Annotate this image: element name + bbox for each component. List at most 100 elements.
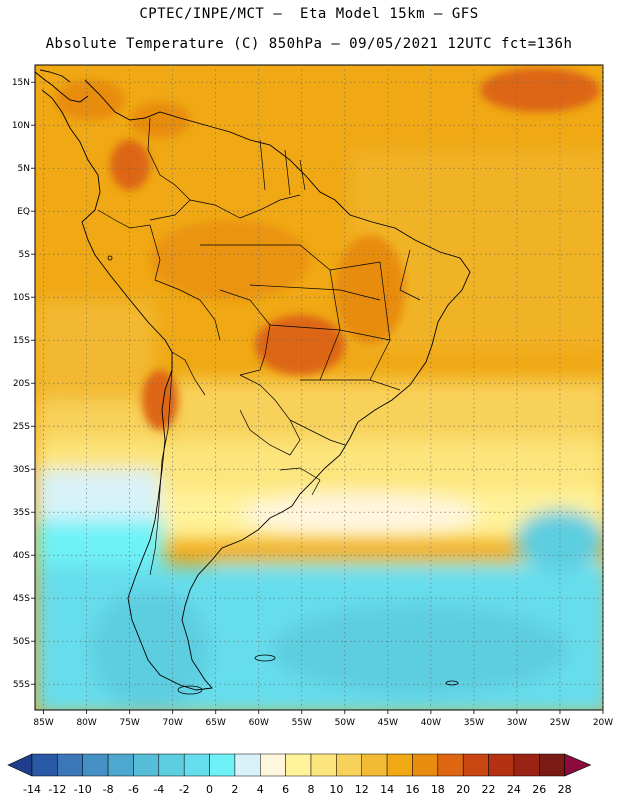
colorbar-swatch: [107, 753, 134, 777]
border-colombia-venezuela: [147, 117, 191, 221]
central-america-coast: [34, 71, 89, 103]
lat-tick-label: EQ: [17, 207, 30, 217]
colorbar-label: -6: [128, 783, 139, 796]
island-south-georgia: [445, 680, 459, 686]
colorbar-swatch: [361, 753, 388, 777]
colorbar-swatch: [386, 753, 413, 777]
temperature-field: [35, 65, 603, 710]
border-ecuador-peru: [97, 209, 151, 229]
field-east-blue: [515, 510, 603, 570]
border-bolivia-brazil: [219, 289, 271, 376]
colorbar-label: -4: [153, 783, 164, 796]
colorbar-swatch: [183, 753, 210, 777]
colorbar-swatch: [260, 753, 286, 777]
colorbar-swatch: [462, 753, 489, 777]
lon-tick-label: 60W: [249, 718, 269, 728]
colorbar-label: 12: [355, 783, 369, 796]
lon-tick-label: 20W: [593, 718, 613, 728]
lon-tick-label: 65W: [206, 718, 226, 728]
lat-tick-label: 45S: [13, 594, 30, 604]
border-venezuela-brazil: [189, 194, 301, 219]
longitude-labels: 85W 80W 75W 70W 65W 60W 55W 50W 45W 40W 35W 30W 25W 2…: [33, 710, 613, 728]
lat-tick-label: 30S: [13, 465, 30, 475]
field-patagonia-blue: [90, 590, 210, 710]
border-argentina-brazil: [289, 419, 346, 446]
colorbar-label: -14: [23, 783, 41, 796]
colorbar-label: 8: [308, 783, 315, 796]
lat-tick-label: 15S: [13, 336, 30, 346]
field-warm-panama: [55, 80, 125, 120]
colorbar-swatch: [234, 753, 261, 777]
colorbar-swatch: [437, 753, 464, 777]
coastlines: [34, 69, 471, 691]
colorbar-label: 10: [329, 783, 343, 796]
latitude-labels: 15N 10N 5N EQ 5S 10S 15S 20S 25S 30S 35S 40S 45S 50S 5…: [12, 78, 35, 690]
lat-tick-label: 5S: [19, 250, 31, 260]
colorbar-swatch: [285, 753, 312, 777]
chart-title-line-1: CPTEC/INPE/MCT – Eta Model 15km – GFS: [139, 6, 479, 22]
colorbar-swatch: [488, 753, 515, 777]
colorbar-label: 16: [405, 783, 419, 796]
colorbar-label: 28: [558, 783, 572, 796]
colorbar-label: 22: [482, 783, 496, 796]
colorbar-label: 14: [380, 783, 394, 796]
field-pacific-band: [35, 300, 155, 410]
colorbar-max-arrow: [564, 753, 592, 777]
field-hot-mato-grosso: [255, 315, 345, 375]
colorbar-label: 20: [456, 783, 470, 796]
colorbar-swatch: [310, 753, 337, 777]
lon-tick-label: 25W: [550, 718, 570, 728]
lat-tick-label: 40S: [13, 551, 30, 561]
country-borders: [97, 117, 421, 576]
map-frame: [34, 64, 604, 711]
lon-tick-label: 30W: [507, 718, 527, 728]
colorbar-label: -12: [48, 783, 66, 796]
field-pacific-cyan: [35, 520, 165, 570]
island-tierra-del-fuego: [177, 685, 203, 695]
colorbar-swatch: [336, 753, 362, 777]
field-warm-venezuela: [130, 102, 190, 138]
colorbar-min-arrow: [7, 753, 33, 777]
island-galapagos: [107, 255, 113, 261]
colorbar-swatch: [412, 753, 439, 777]
field-mid-band: [170, 380, 603, 450]
field-pacific-cool: [35, 470, 160, 525]
colorbar-swatch: [31, 753, 58, 777]
lat-tick-label: 20S: [13, 379, 30, 389]
colorbar: -14 -12 -10 -8 -6 -4 -2 0 2 4 6 8 10 12 14 16 18 20 22 24 26…: [7, 753, 592, 796]
colorbar-swatch: [82, 753, 109, 777]
graticule: [35, 65, 604, 710]
lon-tick-label: 45W: [378, 718, 398, 728]
colorbar-label: -10: [74, 783, 92, 796]
lat-tick-label: 10S: [13, 293, 30, 303]
lon-tick-label: 55W: [292, 718, 312, 728]
field-south-blue: [270, 605, 570, 695]
lon-tick-label: 80W: [76, 718, 96, 728]
lon-tick-label: 50W: [335, 718, 355, 728]
colorbar-swatch: [209, 753, 236, 777]
border-peru-brazil: [149, 224, 221, 341]
colorbar-label: -2: [179, 783, 190, 796]
border-paraguay: [239, 374, 301, 456]
lat-tick-label: 25S: [13, 422, 30, 432]
lat-tick-label: 35S: [13, 508, 30, 518]
colorbar-label: 0: [206, 783, 213, 796]
colorbar-swatch: [513, 753, 540, 777]
border-uruguay: [279, 467, 321, 496]
south-america-coast: [41, 79, 471, 691]
lat-tick-label: 15N: [12, 78, 30, 88]
colorbar-label: 18: [431, 783, 445, 796]
lon-tick-label: 75W: [119, 718, 139, 728]
lat-tick-label: 5N: [18, 164, 30, 174]
field-warm-amazon: [150, 220, 310, 300]
islands: [107, 255, 459, 695]
lon-tick-label: 35W: [464, 718, 484, 728]
colorbar-swatch: [539, 753, 565, 777]
colorbar-label: 24: [507, 783, 521, 796]
field-cream-patch: [240, 493, 480, 537]
border-guianas: [259, 139, 306, 196]
chart-title-line-2: Absolute Temperature (C) 850hPa – 09/05/…: [45, 36, 573, 52]
lon-tick-label: 40W: [421, 718, 441, 728]
colorbar-label: -8: [103, 783, 114, 796]
